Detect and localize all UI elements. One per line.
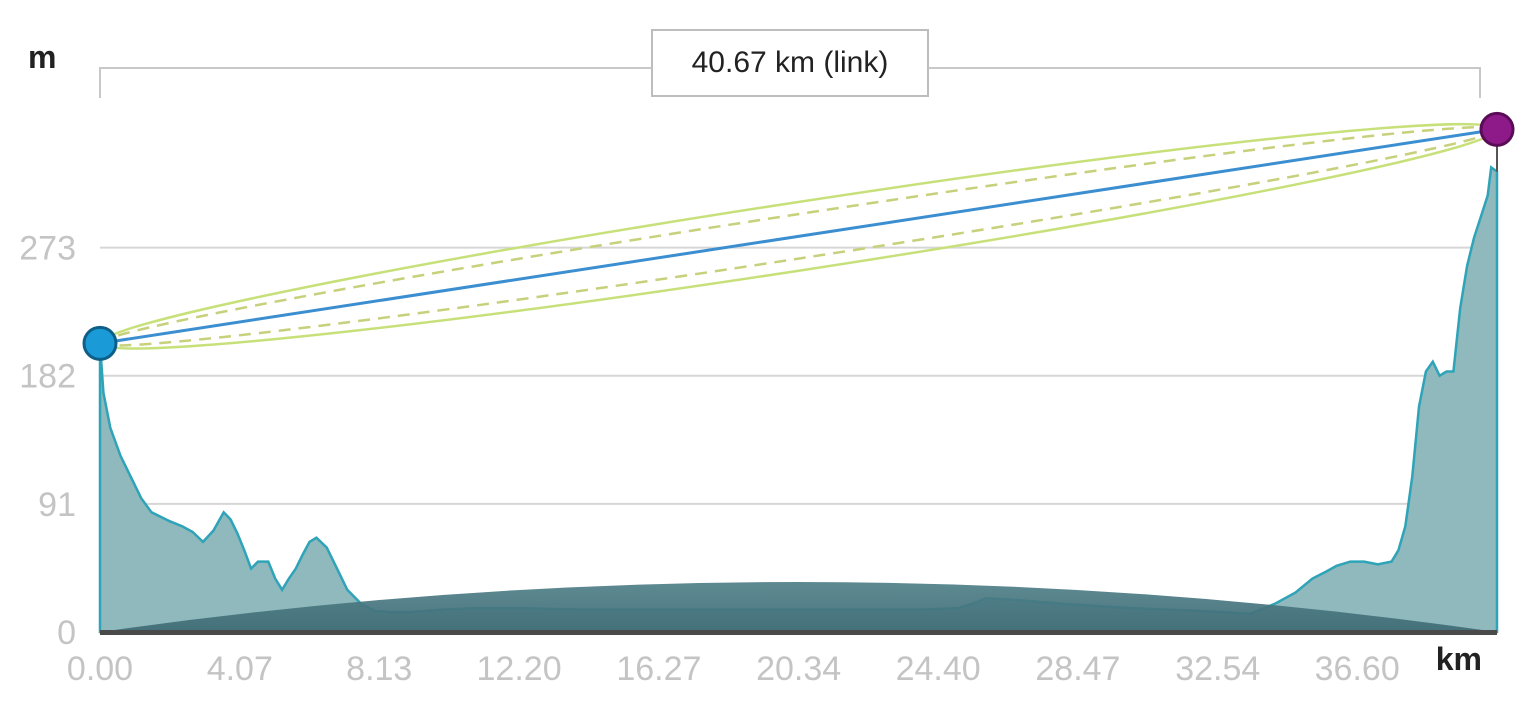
y-tick-label: 273 [19,230,76,268]
y-tick-label: 182 [19,358,76,396]
x-tick-label: 36.60 [1315,650,1400,688]
y-axis-unit: m [28,39,56,75]
link-distance-box[interactable] [651,29,929,97]
x-tick-label: 32.54 [1175,650,1260,688]
x-tick-label: 12.20 [477,650,562,688]
y-axis-ticks: 0 91 182 273 [19,230,76,652]
x-axis-unit: km [1436,641,1482,677]
earth-curvature-area [100,582,1497,632]
x-tick-label: 8.13 [346,650,412,688]
x-tick-label: 20.34 [756,650,841,688]
x-tick-label: 24.40 [896,650,981,688]
line-of-sight [99,127,1498,345]
fresnel-zone-inner [98,125,1499,347]
chart-baseline [100,630,1497,635]
link-distance-label[interactable]: 40.67 km (link) [692,46,889,79]
x-axis-ticks: 0.00 4.07 8.13 12.20 16.27 20.34 24.40 28.47 32.… [67,650,1400,688]
end-point-marker[interactable] [1479,111,1515,147]
x-tick-label: 0.00 [67,650,133,688]
x-tick-label: 4.07 [207,650,273,688]
x-tick-label: 16.27 [616,650,701,688]
y-tick-label: 0 [57,614,76,652]
grid-lines [100,246,1497,505]
x-tick-label: 28.47 [1035,650,1120,688]
y-tick-label: 91 [38,486,76,524]
start-point-marker[interactable] [82,325,118,361]
